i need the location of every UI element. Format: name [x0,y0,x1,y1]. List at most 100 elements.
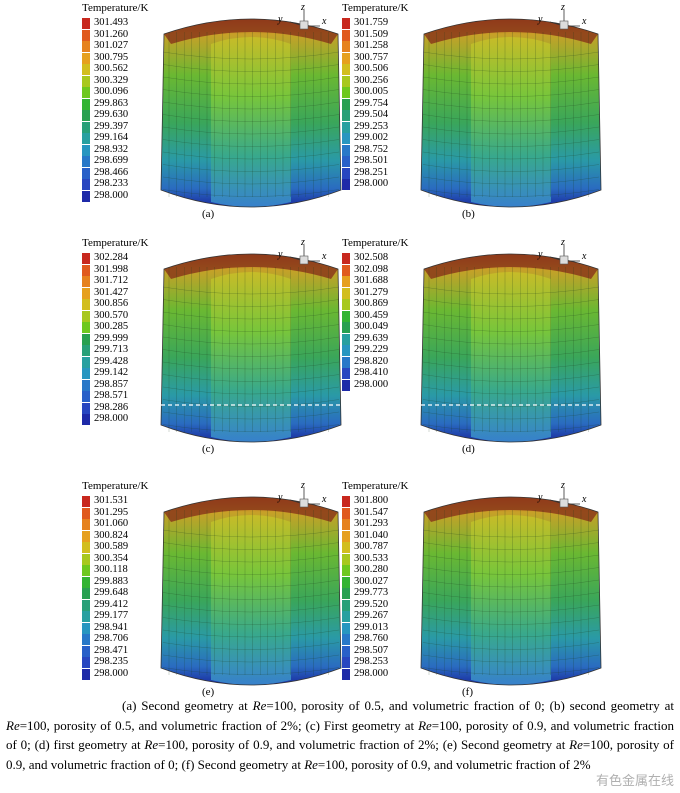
legend-value: 300.570 [94,309,129,321]
legend-entry: 298.941 [82,622,152,634]
legend-entry: 301.295 [82,507,152,519]
legend-swatch [342,611,350,622]
legend-swatch [342,507,350,519]
legend-value: 299.002 [354,132,389,143]
legend-entry: 300.824 [82,530,152,542]
legend-entry: 299.630 [82,109,152,121]
legend-entry: 299.229 [342,344,412,356]
legend-value: 299.229 [354,344,389,355]
legend-swatch [82,264,90,276]
axis-label-z: z [561,2,565,13]
legend-entry: 298.000 [82,190,152,202]
legend-value: 300.280 [354,564,389,575]
legend-value: 300.869 [354,298,389,309]
legend-entry: 300.506 [342,63,412,75]
legend-swatch [342,64,350,75]
legend-entry: 300.256 [342,75,412,87]
legend-value: 298.820 [354,355,389,367]
legend-entry: 300.562 [82,63,152,75]
legend-entry: 300.118 [82,564,152,576]
temperature-contour-plot [420,253,602,443]
legend-swatch [82,634,90,645]
legend-swatch [342,333,350,345]
legend-swatch [342,530,350,542]
legend-swatch [342,310,350,322]
legend-entry: 300.285 [82,321,152,333]
legend-swatch [342,634,350,645]
legend-swatch [342,253,350,264]
legend-swatch [82,52,90,64]
legend-value: 299.713 [94,344,129,355]
legend-value: 299.013 [354,621,389,633]
axis-triad: z x y [538,2,598,44]
cylinder-top-rim [424,254,598,279]
legend-entry: 298.000 [342,178,412,190]
legend-value: 298.932 [94,143,129,155]
legend-swatch [82,98,90,110]
legend-value: 300.005 [354,86,389,97]
legend-swatch [342,519,350,530]
legend-entry: 299.013 [342,621,412,634]
panel-a: Temperature/K 301.493 301.260 301.027 300.79… [82,2,412,232]
legend-swatch [342,356,350,368]
legend-value: 300.856 [94,298,129,309]
legend-entry: 299.164 [82,132,152,144]
legend-entry: 299.412 [82,599,152,611]
legend-value: 301.712 [94,275,129,286]
legend-swatch [342,41,350,52]
axis-label-x: x [582,494,587,505]
legend-swatch [82,576,90,588]
legend-entry: 298.000 [342,379,412,391]
axis-label-y: y [278,492,283,503]
legend-entry: 301.712 [82,275,152,287]
legend-entry: 301.800 [342,495,412,507]
legend-value: 300.118 [94,564,128,575]
temperature-contour-plot [160,496,342,686]
legend-entry: 298.699 [82,155,152,167]
legend-entry: 298.286 [82,402,152,414]
legend-entry: 298.410 [342,367,412,379]
legend-swatch [342,299,350,310]
legend-entry: 302.098 [342,264,412,276]
panel-label: (f) [462,686,473,698]
axis-label-x: x [322,16,327,27]
axis-triad: z x y [538,237,598,279]
legend-entry: 298.471 [82,645,152,657]
legend-entry: 301.493 [82,17,152,29]
legend-value: 299.520 [354,598,389,610]
legend-value: 299.648 [94,587,129,598]
legend-value: 300.285 [94,321,129,332]
legend-swatch [82,530,90,542]
axis-label-x: x [582,16,587,27]
legend-entry: 300.795 [82,51,152,64]
legend-entry: 299.883 [82,576,152,588]
legend-entry: 298.752 [342,144,412,156]
legend-entry: 301.509 [342,29,412,41]
legend-title: Temperature/K [82,480,149,492]
axis-label-y: y [278,249,283,260]
legend-entry: 299.773 [342,587,412,599]
panel-label: (a) [202,208,215,220]
cylinder-top-rim [164,497,338,522]
legend-swatch [82,310,90,322]
axis-triad: z x y [278,237,338,279]
legend-value: 302.284 [94,252,129,263]
legend-swatch [342,345,350,356]
legend-swatch [342,276,350,287]
legend-value: 300.795 [94,51,129,63]
legend-swatch [82,299,90,310]
legend-swatch [82,368,90,379]
legend-entry: 299.177 [82,610,152,622]
legend-swatch [82,519,90,530]
legend-value: 300.533 [354,552,389,564]
legend-entry: 300.533 [342,552,412,565]
legend-value: 298.699 [94,155,129,166]
axis-label-z: z [301,237,305,248]
legend-swatch [82,121,90,133]
legend-value: 298.253 [354,656,389,667]
legend-value: 299.267 [354,610,389,621]
legend-swatch [82,190,90,202]
legend-title: Temperature/K [82,2,149,14]
legend-swatch [82,276,90,287]
legend-entry: 301.531 [82,495,152,507]
